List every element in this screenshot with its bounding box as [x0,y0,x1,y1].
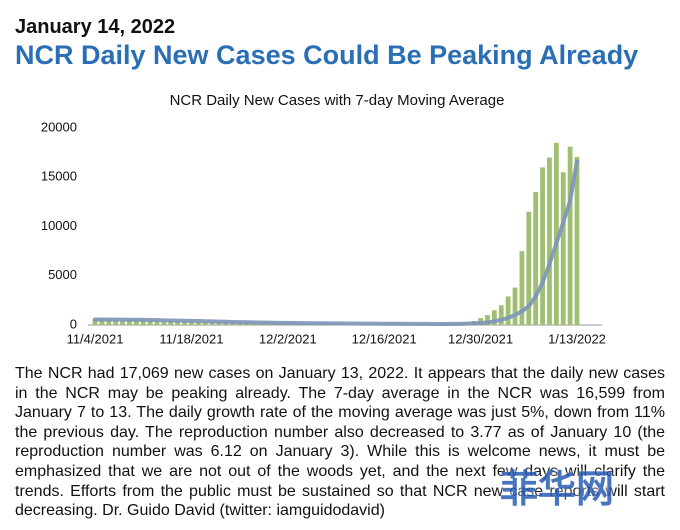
moving-average-line [93,159,579,326]
x-tick-label: 11/18/2021 [159,331,223,346]
bar [202,321,208,325]
chart: NCR Daily New Cases with 7-day Moving Av… [41,92,606,346]
bar [168,321,174,325]
bar [498,305,504,325]
body-text: The NCR had 17,069 new cases on January … [15,365,665,520]
bar [533,192,539,325]
bar [512,287,518,325]
bar [485,315,490,325]
headline: NCR Daily New Cases Could Be Peaking Alr… [15,40,639,70]
bar [147,320,153,325]
bar [120,320,125,325]
y-tick-label: 20000 [41,119,77,134]
bar [92,318,98,325]
bar [154,320,160,325]
x-tick-label: 12/2/2021 [259,331,317,346]
bar [574,156,580,325]
bar [567,146,573,325]
bar [547,157,552,325]
bar [519,251,525,325]
bar [560,172,566,325]
watermark: 菲华网 [500,467,615,511]
bar [133,319,139,325]
chart-title: NCR Daily New Cases with 7-day Moving Av… [170,92,505,109]
bar [161,320,167,325]
bar [99,319,105,325]
bar [113,320,119,325]
bar [140,320,146,325]
y-tick-label: 15000 [41,169,77,184]
y-tick-label: 5000 [48,267,77,282]
date: January 14, 2022 [15,16,176,38]
bar [540,167,545,325]
x-tick-label: 12/16/2021 [352,331,417,346]
bar [195,321,201,325]
x-tick-label: 12/30/2021 [448,331,513,346]
y-tick-label: 0 [70,316,77,331]
bar [189,321,194,325]
bar [553,142,559,325]
bar [127,319,132,325]
bar [491,310,497,325]
bar [526,211,532,325]
bar [182,321,187,325]
bar [106,319,112,325]
y-tick-label: 10000 [41,218,77,233]
bar [175,320,181,325]
bar [209,322,215,325]
x-tick-label: 1/13/2022 [548,331,606,346]
bar [505,296,511,325]
x-tick-label: 11/4/2021 [67,331,124,346]
